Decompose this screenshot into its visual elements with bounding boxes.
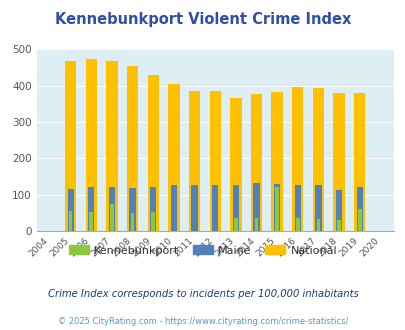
Bar <box>85 59 97 231</box>
Bar <box>188 90 200 231</box>
Text: Crime Index corresponds to incidents per 100,000 inhabitants: Crime Index corresponds to incidents per… <box>47 289 358 299</box>
Bar <box>147 75 158 231</box>
Bar <box>89 212 93 231</box>
Text: © 2025 CityRating.com - https://www.cityrating.com/crime-statistics/: © 2025 CityRating.com - https://www.city… <box>58 317 347 326</box>
Bar <box>110 204 113 231</box>
Bar <box>356 187 362 231</box>
Bar <box>150 187 156 231</box>
Bar <box>106 61 117 231</box>
Bar <box>233 218 237 231</box>
Bar <box>67 189 74 231</box>
Text: Kennebunkport Violent Crime Index: Kennebunkport Violent Crime Index <box>55 12 350 26</box>
Bar <box>129 188 135 231</box>
Bar <box>209 90 220 231</box>
Bar <box>357 209 361 231</box>
Bar <box>109 187 115 231</box>
Bar <box>315 185 321 231</box>
Bar <box>232 185 238 231</box>
Bar <box>130 213 134 231</box>
Bar <box>250 94 262 231</box>
Bar <box>294 185 300 231</box>
Bar <box>168 84 179 231</box>
Bar <box>230 98 241 231</box>
Bar <box>353 93 365 231</box>
Bar <box>88 187 94 231</box>
Bar <box>335 190 341 231</box>
Bar <box>271 92 282 231</box>
Bar <box>273 184 279 231</box>
Bar <box>333 93 344 231</box>
Bar <box>337 220 340 231</box>
Bar <box>295 218 299 231</box>
Bar <box>211 185 218 231</box>
Bar <box>291 87 303 231</box>
Bar <box>191 185 197 231</box>
Bar <box>65 61 76 231</box>
Bar <box>68 211 72 231</box>
Bar <box>253 183 259 231</box>
Bar <box>312 88 323 231</box>
Bar <box>254 218 258 231</box>
Bar <box>151 212 155 231</box>
Bar <box>171 185 177 231</box>
Bar <box>275 187 278 231</box>
Bar <box>127 66 138 231</box>
Bar <box>316 219 320 231</box>
Legend: Kennebunkport, Maine, National: Kennebunkport, Maine, National <box>64 241 341 260</box>
